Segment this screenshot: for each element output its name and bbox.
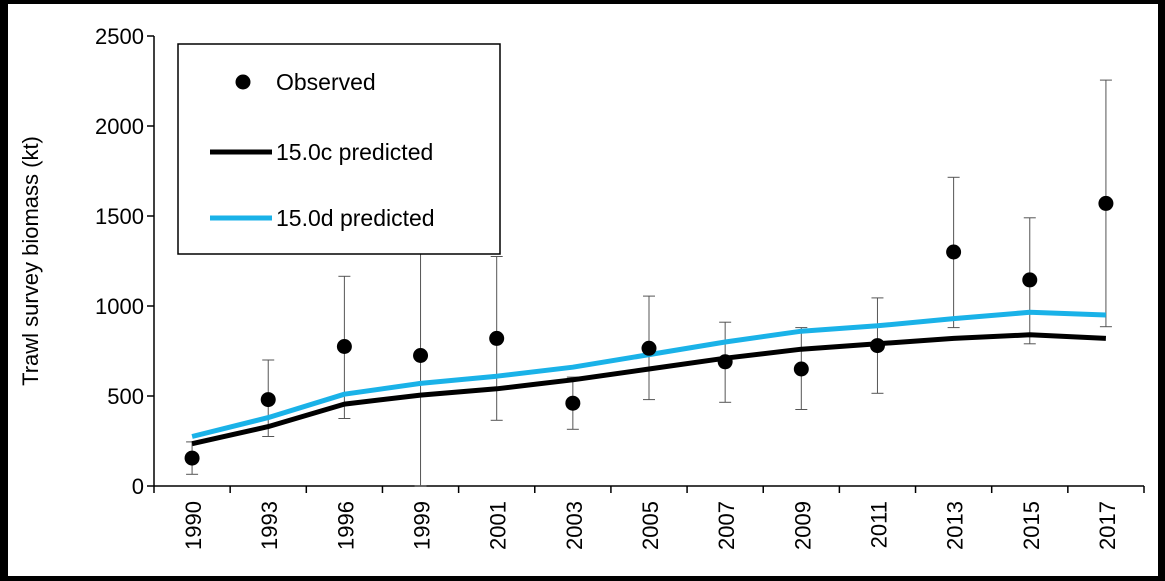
y-tick-label: 0 (132, 474, 144, 499)
axes: 0 500 1000 1500 2000 2500 1990 1993 1996 1999 2001… (95, 24, 1145, 550)
legend-label: 15.0c predicted (276, 139, 433, 165)
x-tick-label: 2011 (866, 501, 891, 548)
observed-point (946, 244, 962, 260)
observed-point (1098, 195, 1114, 211)
chart-svg: 0 500 1000 1500 2000 2500 1990 1993 1996 1999 2001… (18, 24, 1145, 550)
x-tick-label: 2017 (1095, 501, 1120, 550)
observed-point (489, 330, 505, 346)
x-tick-label: 1999 (410, 501, 435, 550)
observed-point (1022, 272, 1038, 288)
y-tick-label: 2500 (95, 24, 144, 49)
observed-point (641, 340, 657, 356)
legend-label: 15.0d predicted (276, 205, 435, 231)
x-tick-label: 2007 (714, 501, 739, 550)
y-tick-label: 500 (107, 384, 144, 409)
y-tick-label: 2000 (95, 114, 144, 139)
observed-point (565, 395, 581, 411)
x-tick-label: 1996 (333, 501, 358, 550)
observed-point (184, 450, 200, 466)
y-tick-label: 1000 (95, 294, 144, 319)
legend: Observed 15.0c predicted 15.0d predicted (177, 43, 501, 255)
y-axis-label: Trawl survey biomass (kt) (18, 136, 43, 386)
observed-point (413, 348, 429, 363)
x-tick-label: 2001 (486, 501, 511, 550)
observed-points (184, 195, 1114, 466)
x-tick-label: 2013 (943, 501, 968, 550)
observed-point (793, 361, 809, 377)
legend-label: Observed (276, 69, 376, 95)
observed-point (717, 354, 733, 370)
x-tick-label: 1990 (181, 501, 206, 550)
x-tick-label: 2015 (1019, 501, 1044, 550)
x-tick-label: 1993 (257, 501, 282, 550)
observed-point (260, 392, 276, 408)
observed-point (869, 338, 885, 354)
legend-marker-observed (235, 74, 251, 90)
axis-labels: Trawl survey biomass (kt) (18, 136, 43, 386)
series-line-15-0c-predicted (191, 332, 1107, 447)
x-tick-label: 2009 (790, 501, 815, 550)
x-tick-label: 2005 (638, 501, 663, 550)
y-tick-label: 1500 (95, 204, 144, 229)
observed-point (336, 339, 352, 354)
chart-panel: 0 500 1000 1500 2000 2500 1990 1993 1996 1999 2001… (8, 4, 1158, 576)
x-tick-label: 2003 (562, 501, 587, 550)
